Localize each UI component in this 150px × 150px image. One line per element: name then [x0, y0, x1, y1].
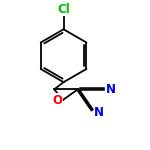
Text: N: N — [94, 106, 104, 119]
Text: Cl: Cl — [57, 3, 70, 16]
Text: N: N — [106, 83, 116, 96]
Text: O: O — [53, 94, 63, 106]
